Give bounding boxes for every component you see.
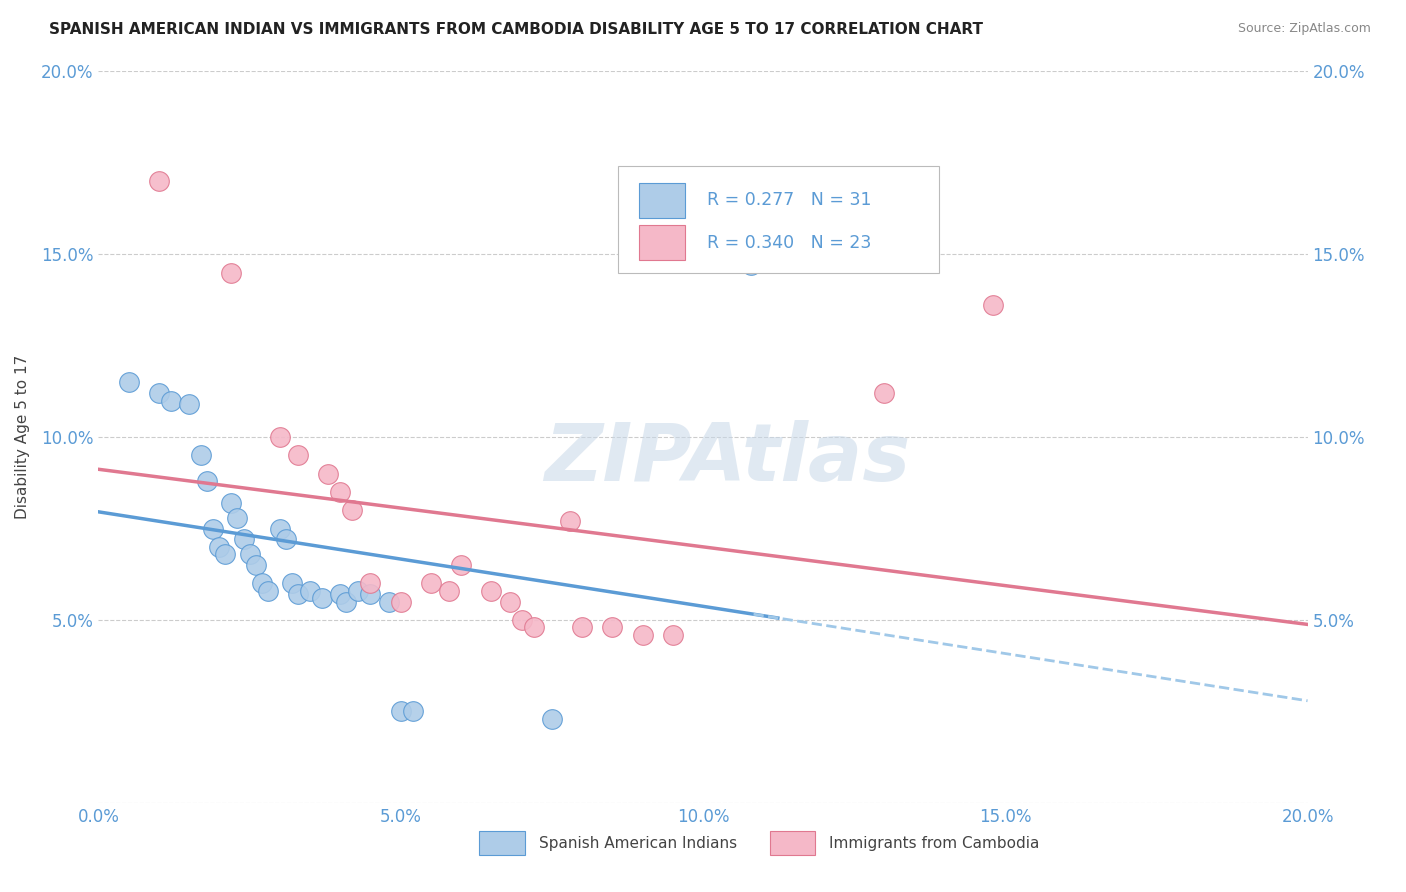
Point (299, 583, 322, 598)
Point (245, 558, 267, 573)
Point (250, 576, 273, 591)
Point (558, 514, 581, 528)
Point (389, 705, 412, 719)
Point (740, 258, 762, 272)
Point (329, 587, 352, 601)
Point (335, 594, 357, 608)
Point (226, 510, 249, 524)
Point (221, 496, 243, 510)
Point (214, 547, 236, 561)
Point (148, 386, 170, 401)
Point (498, 594, 520, 608)
FancyBboxPatch shape (769, 831, 815, 855)
Point (232, 533, 254, 547)
Text: R = 0.340   N = 23: R = 0.340 N = 23 (707, 234, 870, 252)
Point (402, 705, 425, 719)
Point (342, 503, 364, 517)
Point (287, 587, 309, 601)
Point (481, 583, 503, 598)
Point (269, 430, 291, 444)
Text: ZIPAtlas: ZIPAtlas (544, 420, 910, 498)
Point (377, 594, 399, 608)
Point (420, 576, 443, 591)
Point (287, 448, 309, 462)
Point (256, 583, 278, 598)
Point (329, 485, 352, 500)
Point (118, 375, 141, 389)
Point (202, 521, 225, 535)
Point (190, 448, 212, 462)
Point (540, 712, 562, 726)
Point (274, 533, 297, 547)
Point (221, 266, 243, 280)
Text: SPANISH AMERICAN INDIAN VS IMMIGRANTS FROM CAMBODIA DISABILITY AGE 5 TO 17 CORRE: SPANISH AMERICAN INDIAN VS IMMIGRANTS FR… (49, 22, 983, 37)
Text: Immigrants from Cambodia: Immigrants from Cambodia (830, 836, 1039, 851)
Point (631, 627, 654, 641)
Point (347, 583, 370, 598)
Point (661, 627, 683, 641)
Point (179, 397, 201, 411)
FancyBboxPatch shape (479, 831, 524, 855)
Point (389, 594, 412, 608)
Point (148, 174, 170, 188)
FancyBboxPatch shape (619, 167, 939, 273)
Point (360, 587, 382, 601)
Point (981, 298, 1004, 312)
Point (873, 386, 896, 401)
Text: Spanish American Indians: Spanish American Indians (538, 836, 737, 851)
Point (450, 558, 472, 573)
FancyBboxPatch shape (638, 225, 685, 260)
Point (437, 583, 460, 598)
Point (311, 591, 333, 605)
Point (571, 620, 593, 634)
Text: Source: ZipAtlas.com: Source: ZipAtlas.com (1237, 22, 1371, 36)
Point (523, 620, 546, 634)
Point (160, 393, 183, 408)
Point (316, 467, 339, 481)
Point (239, 547, 262, 561)
Point (360, 576, 382, 591)
Point (510, 613, 533, 627)
Point (195, 474, 218, 488)
Point (208, 540, 231, 554)
Text: R = 0.277   N = 31: R = 0.277 N = 31 (707, 191, 872, 209)
Point (269, 521, 291, 535)
Point (602, 620, 624, 634)
FancyBboxPatch shape (638, 183, 685, 218)
Point (281, 576, 304, 591)
Y-axis label: Disability Age 5 to 17: Disability Age 5 to 17 (15, 355, 30, 519)
